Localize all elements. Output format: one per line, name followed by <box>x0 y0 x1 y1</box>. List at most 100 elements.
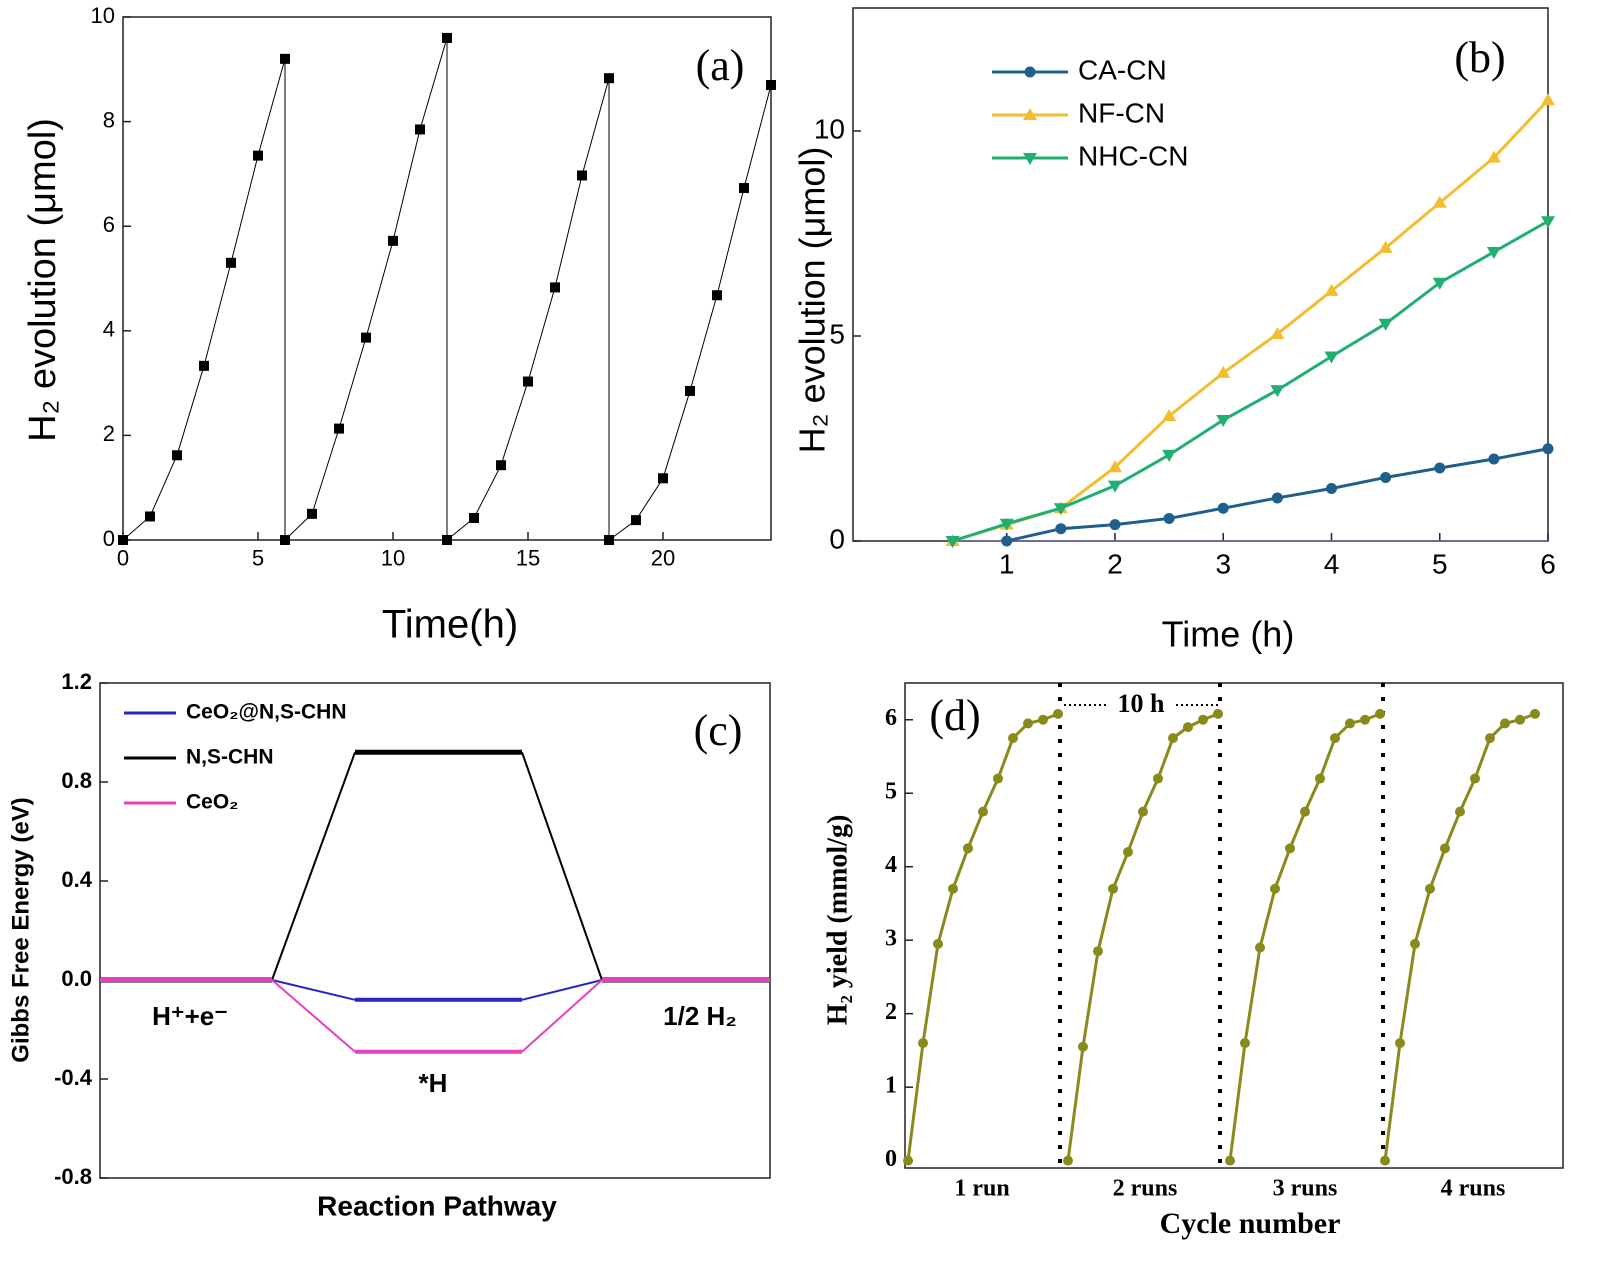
point <box>1162 449 1177 462</box>
panel-label: (c) <box>694 706 743 755</box>
point <box>1515 714 1525 725</box>
point <box>766 79 776 90</box>
point <box>1395 1038 1405 1049</box>
point <box>1345 718 1355 729</box>
legend-label: N,S-CHN <box>186 746 274 769</box>
y-tick-label: 8 <box>103 107 115 132</box>
point <box>1270 883 1280 894</box>
data-line <box>1383 712 1536 1161</box>
point <box>1434 462 1446 474</box>
point <box>963 843 973 854</box>
point <box>1053 708 1063 719</box>
y-axis-label: H₂ yield (mmol/g) <box>822 815 853 1026</box>
y-tick-label: 0.8 <box>61 768 92 793</box>
y-tick-label: -0.4 <box>54 1065 93 1090</box>
y-axis-label: Gibbs Free Energy (eV) <box>7 797 34 1062</box>
y-tick-label: 1 <box>885 1073 897 1099</box>
point <box>1109 519 1121 531</box>
point <box>631 515 641 526</box>
data-line <box>122 37 772 542</box>
point <box>1541 216 1555 229</box>
state-label: 1/2 H₂ <box>663 1001 737 1031</box>
point <box>1183 722 1193 733</box>
y-tick-label: 0 <box>829 523 845 554</box>
point <box>1198 714 1208 725</box>
point <box>1240 1038 1250 1049</box>
x-tick-label: 1 run <box>954 1176 1009 1202</box>
point <box>903 1155 913 1166</box>
legend-label: CA-CN <box>1078 54 1167 85</box>
data-line <box>952 99 1550 543</box>
legend-label: CeO₂ <box>186 791 239 814</box>
point <box>1107 480 1122 493</box>
energy-connector <box>271 751 356 981</box>
point <box>199 360 209 371</box>
point <box>1123 847 1133 858</box>
point <box>1410 938 1420 949</box>
point <box>118 535 128 545</box>
point <box>1255 942 1265 953</box>
point <box>1315 773 1325 784</box>
point <box>1108 883 1118 894</box>
y-tick-label: 2 <box>103 421 115 446</box>
panel-label: (d) <box>929 691 980 740</box>
point <box>604 535 614 545</box>
y-tick-label: 10 <box>814 113 845 144</box>
data-line <box>1228 712 1381 1161</box>
energy-connector <box>521 979 603 1053</box>
x-tick-label: 3 runs <box>1273 1176 1338 1202</box>
point <box>1488 453 1500 465</box>
point <box>933 938 943 949</box>
point <box>172 450 182 461</box>
x-tick-label: 3 <box>1215 549 1231 580</box>
point <box>307 508 317 519</box>
x-axis-label: Cycle number <box>1160 1207 1341 1240</box>
x-tick-label: 4 runs <box>1441 1176 1506 1202</box>
point <box>1285 843 1295 854</box>
point <box>1216 365 1231 378</box>
point <box>945 536 960 548</box>
data-line <box>952 219 1549 543</box>
point <box>739 183 749 194</box>
point <box>1217 502 1229 514</box>
point <box>1530 708 1540 719</box>
plot-frame <box>99 682 771 1179</box>
point <box>1360 714 1370 725</box>
point <box>496 460 506 471</box>
point <box>1330 733 1340 744</box>
point <box>1055 523 1067 535</box>
point <box>1162 408 1177 421</box>
state-label: H⁺+e⁻ <box>152 1001 228 1031</box>
point <box>577 170 587 181</box>
point <box>334 423 344 434</box>
x-tick-label: 0 <box>117 546 129 571</box>
point <box>469 513 479 524</box>
x-tick-label: 4 <box>1324 549 1340 580</box>
point <box>1216 415 1231 428</box>
y-tick-label: 6 <box>885 705 897 731</box>
point <box>1153 773 1163 784</box>
point <box>1225 1155 1235 1166</box>
x-tick-label: 20 <box>651 546 675 571</box>
panel-label: (b) <box>1454 33 1505 82</box>
point <box>1500 718 1510 729</box>
y-tick-label: -0.8 <box>54 1164 92 1189</box>
x-axis-label: Reaction Pathway <box>317 1190 557 1221</box>
point <box>1542 443 1554 455</box>
point <box>226 257 236 268</box>
point <box>1378 240 1393 253</box>
point <box>1432 277 1447 290</box>
energy-connector <box>271 979 356 1053</box>
point <box>550 282 560 293</box>
point <box>1470 773 1480 784</box>
point <box>1163 512 1175 524</box>
panel-label: (a) <box>696 41 745 90</box>
point <box>1375 708 1385 719</box>
point <box>1432 195 1447 208</box>
point <box>1271 492 1283 504</box>
point <box>415 124 425 135</box>
energy-connector <box>521 751 603 981</box>
point <box>658 473 668 484</box>
point <box>993 773 1003 784</box>
